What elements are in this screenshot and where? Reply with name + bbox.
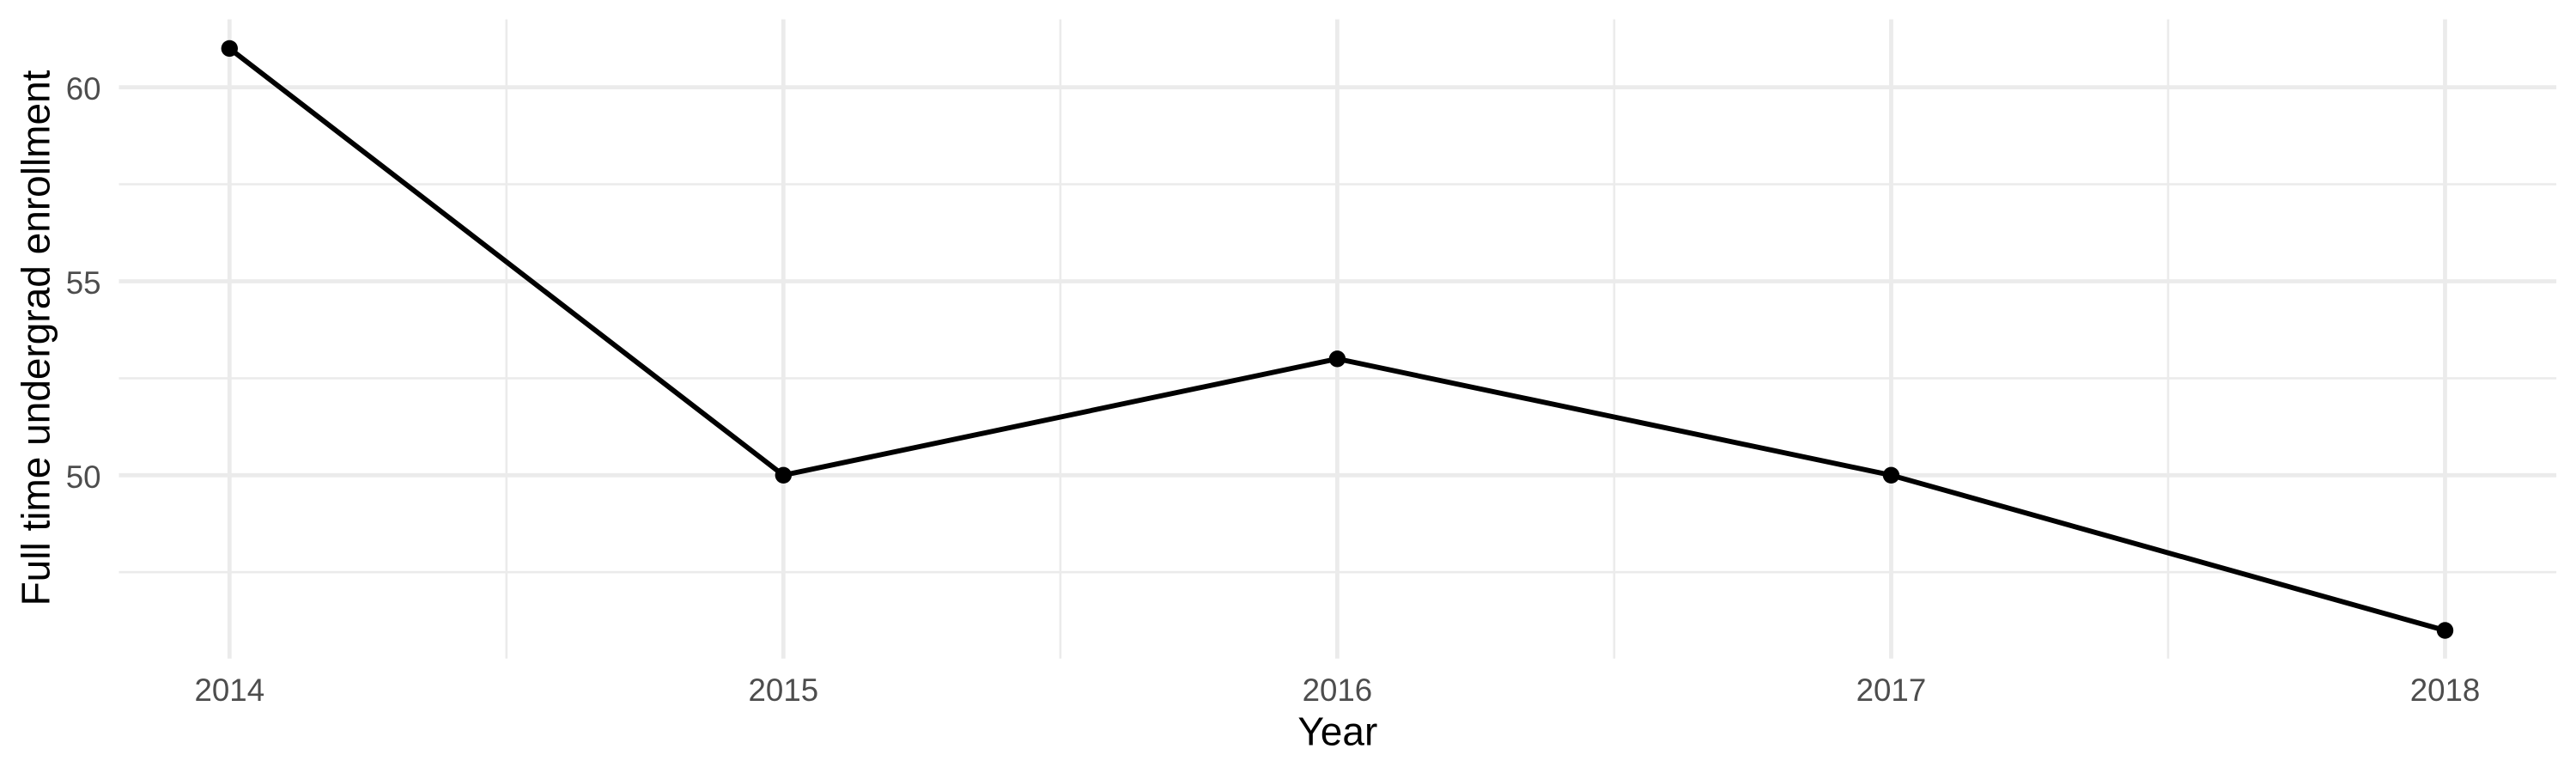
svg-text:50: 50 [66, 460, 101, 495]
svg-text:2017: 2017 [1856, 673, 1927, 708]
svg-text:2014: 2014 [194, 673, 264, 708]
svg-text:Year: Year [1297, 709, 1377, 753]
svg-text:Full time undergrad enrollment: Full time undergrad enrollment [14, 70, 58, 606]
svg-text:2018: 2018 [2410, 673, 2481, 708]
svg-text:60: 60 [66, 71, 101, 107]
svg-text:2015: 2015 [749, 673, 819, 708]
svg-text:55: 55 [66, 265, 101, 301]
svg-text:2016: 2016 [1303, 673, 1373, 708]
